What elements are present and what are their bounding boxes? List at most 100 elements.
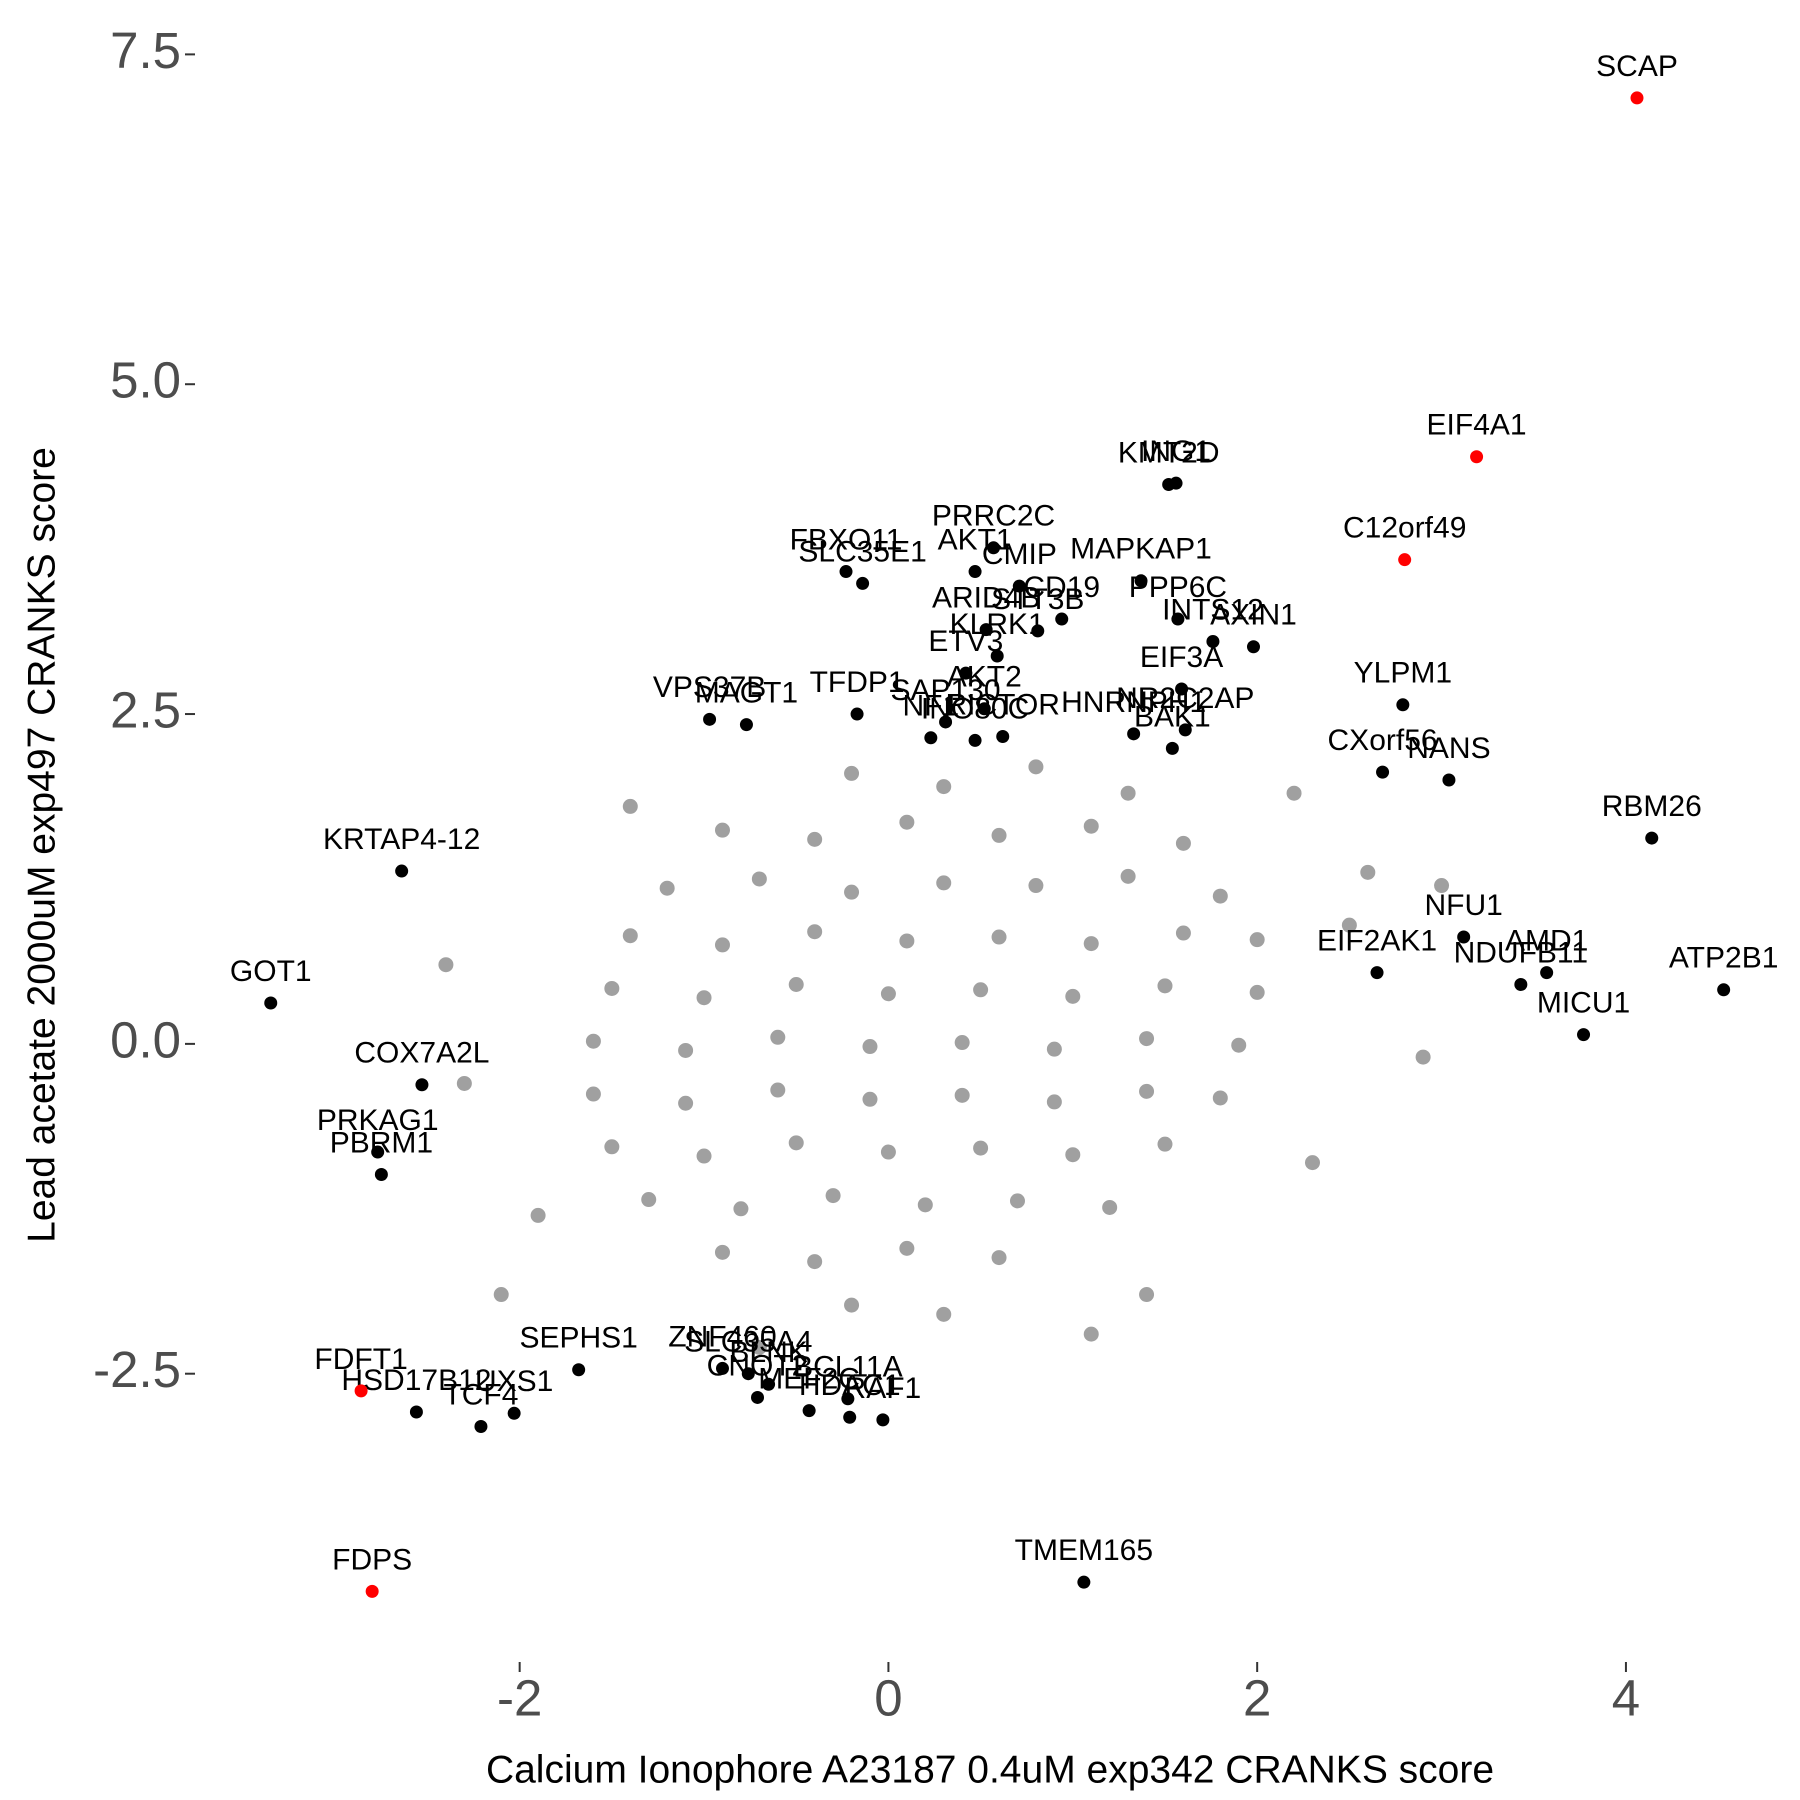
point-label: ARID4B: [932, 582, 1040, 615]
y-tick-label: 0.0: [110, 1011, 181, 1068]
point-label: FDPS: [332, 1543, 412, 1576]
point: [1031, 624, 1045, 638]
point-label: TFDP1: [810, 666, 905, 699]
point: [1102, 1199, 1118, 1215]
point: [438, 957, 454, 973]
point: [751, 1390, 765, 1404]
point-label: COX7A2L: [354, 1037, 489, 1070]
point: [856, 576, 870, 590]
point: [1046, 1041, 1062, 1057]
point-label: AKT1: [938, 523, 1013, 556]
point-label: NANS: [1407, 732, 1490, 765]
point: [1065, 988, 1081, 1004]
point-label: YLPM1: [1354, 657, 1452, 690]
point: [839, 565, 853, 579]
point: [843, 1410, 857, 1424]
point-label: C12orf49: [1343, 512, 1466, 545]
point-label: SCAP: [1596, 50, 1678, 83]
point: [751, 871, 767, 887]
point: [1717, 983, 1731, 997]
point-label: SAP130: [891, 674, 1001, 707]
point: [987, 541, 1001, 555]
point: [741, 1367, 755, 1381]
point: [1157, 1136, 1173, 1152]
point-label: STT3B: [991, 583, 1084, 616]
point: [844, 884, 860, 900]
point-label: HDAC1: [799, 1369, 901, 1402]
point: [1206, 634, 1220, 648]
point: [807, 924, 823, 940]
point-label: SLC35A4: [684, 1326, 812, 1359]
point: [788, 1135, 804, 1151]
point: [1083, 818, 1099, 834]
point: [1645, 831, 1659, 845]
point-label: RBM26: [1602, 790, 1702, 823]
point-label: VPS37B: [653, 671, 766, 704]
point: [825, 1188, 841, 1204]
point: [917, 1197, 933, 1213]
point: [530, 1207, 546, 1223]
point: [991, 827, 1007, 843]
point-label: KRTAP4-12: [323, 823, 480, 856]
point: [1139, 1031, 1155, 1047]
point: [770, 1029, 786, 1045]
point-label: EIF3A: [1140, 641, 1223, 674]
x-tick-label: 2: [1243, 1669, 1271, 1726]
point: [507, 1406, 521, 1420]
point-label: MAPKAP1: [1070, 533, 1212, 566]
point-label: RICTOR: [946, 688, 1060, 721]
point: [1341, 917, 1357, 933]
point: [572, 1363, 586, 1377]
point-label: KLRK1: [950, 608, 1045, 641]
point: [762, 1377, 776, 1391]
point-label: TMEM165: [1015, 1534, 1153, 1567]
point: [973, 1140, 989, 1156]
y-tick-label: 5.0: [110, 352, 181, 409]
point: [899, 814, 915, 830]
point: [1169, 476, 1183, 490]
point: [876, 1413, 890, 1427]
point: [739, 718, 753, 732]
point: [354, 1384, 368, 1398]
point: [604, 1139, 620, 1155]
point-label: UXS1: [475, 1365, 553, 1398]
point-label: NFU1: [1425, 889, 1503, 922]
point: [678, 1095, 694, 1111]
point: [1231, 1037, 1247, 1053]
point-label: EIF4A1: [1427, 409, 1527, 442]
point: [991, 929, 1007, 945]
point: [1175, 835, 1191, 851]
point: [585, 1086, 601, 1102]
point: [1028, 878, 1044, 894]
point: [678, 1042, 694, 1058]
point: [1012, 579, 1026, 593]
point: [1370, 966, 1384, 980]
point: [954, 1087, 970, 1103]
point: [371, 1145, 385, 1159]
point-label: NDUFB11: [1454, 936, 1588, 969]
point-label: SLC35E1: [798, 535, 926, 568]
point-label: TCF4: [443, 1378, 518, 1411]
point: [641, 1192, 657, 1208]
point-label: BLNK: [729, 1336, 807, 1369]
point: [880, 1144, 896, 1160]
point: [415, 1078, 429, 1092]
point-label: AKT2: [947, 661, 1022, 694]
point: [1457, 930, 1471, 944]
point: [622, 798, 638, 814]
point-label: ING1: [1141, 435, 1211, 468]
point: [365, 1584, 379, 1598]
point-label: INTS12: [1162, 593, 1264, 626]
point: [1470, 450, 1484, 464]
point: [1083, 936, 1099, 952]
point: [1175, 682, 1189, 696]
point: [1434, 878, 1450, 894]
point-label: MICU1: [1537, 987, 1630, 1020]
point-label: HNRNPH1: [1061, 686, 1206, 719]
point: [1065, 1147, 1081, 1163]
point: [1249, 984, 1265, 1000]
point-label: BAK1: [1134, 700, 1211, 733]
point: [880, 986, 896, 1002]
point-label: NF1: [902, 690, 959, 723]
